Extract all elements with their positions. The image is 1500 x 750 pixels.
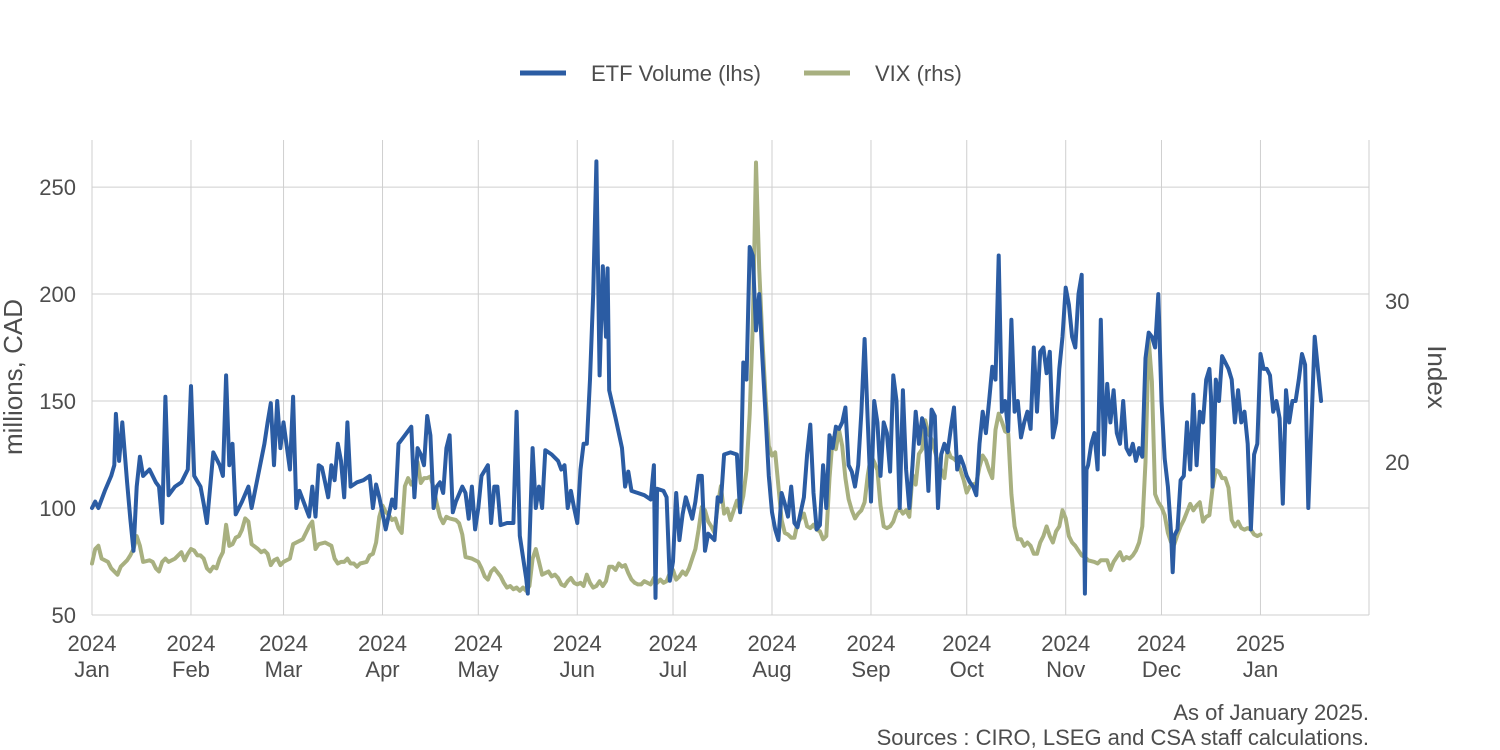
- x-tick-month-label: Apr: [365, 657, 399, 682]
- left-tick-label: 150: [39, 389, 76, 414]
- x-tick-year-label: 2024: [259, 631, 308, 656]
- x-tick-month-label: Jan: [1243, 657, 1278, 682]
- left-tick-label: 50: [52, 603, 76, 628]
- x-tick-month-label: May: [458, 657, 500, 682]
- x-tick-year-label: 2025: [1236, 631, 1285, 656]
- x-tick-year-label: 2024: [846, 631, 895, 656]
- x-tick-year-label: 2024: [358, 631, 407, 656]
- legend-label-vix: VIX (rhs): [875, 61, 962, 86]
- series-line-etf-volume: [90, 159, 1324, 600]
- x-tick-year-label: 2024: [649, 631, 698, 656]
- x-tick-year-label: 2024: [166, 631, 215, 656]
- x-tick-year-label: 2024: [942, 631, 991, 656]
- x-tick-month-label: Mar: [265, 657, 303, 682]
- x-tick-year-label: 2024: [68, 631, 117, 656]
- x-tick-year-label: 2024: [553, 631, 602, 656]
- series-line-vix: [90, 160, 1263, 593]
- x-tick-year-label: 2024: [748, 631, 797, 656]
- x-axis-ticks: 2024Jan2024Feb2024Mar2024Apr2024May2024J…: [68, 631, 1285, 682]
- legend: ETF Volume (lhs) VIX (rhs): [520, 61, 962, 86]
- note-sources: Sources : CIRO, LSEG and CSA staff calcu…: [877, 725, 1369, 750]
- left-tick-label: 200: [39, 282, 76, 307]
- right-axis-title: Index: [1422, 345, 1452, 409]
- x-tick-month-label: Jun: [560, 657, 595, 682]
- note-as-of: As of January 2025.: [1173, 700, 1369, 725]
- x-tick-year-label: 2024: [454, 631, 503, 656]
- x-tick-month-label: Sep: [851, 657, 890, 682]
- x-tick-year-label: 2024: [1137, 631, 1186, 656]
- x-tick-month-label: Dec: [1142, 657, 1181, 682]
- right-tick-label: 20: [1385, 450, 1409, 475]
- left-axis-ticks: 50 100 150 200 250: [39, 175, 76, 628]
- left-axis-title: millions, CAD: [0, 299, 28, 455]
- x-tick-year-label: 2024: [1041, 631, 1090, 656]
- x-tick-month-label: Jan: [74, 657, 109, 682]
- left-tick-label: 100: [39, 496, 76, 521]
- right-axis-ticks: 20 30: [1385, 289, 1409, 475]
- x-tick-month-label: Feb: [172, 657, 210, 682]
- legend-label-etf-volume: ETF Volume (lhs): [591, 61, 761, 86]
- left-tick-label: 250: [39, 175, 76, 200]
- x-tick-month-label: Oct: [950, 657, 984, 682]
- x-tick-month-label: Jul: [659, 657, 687, 682]
- right-tick-label: 30: [1385, 289, 1409, 314]
- x-tick-month-label: Aug: [752, 657, 791, 682]
- x-tick-month-label: Nov: [1046, 657, 1085, 682]
